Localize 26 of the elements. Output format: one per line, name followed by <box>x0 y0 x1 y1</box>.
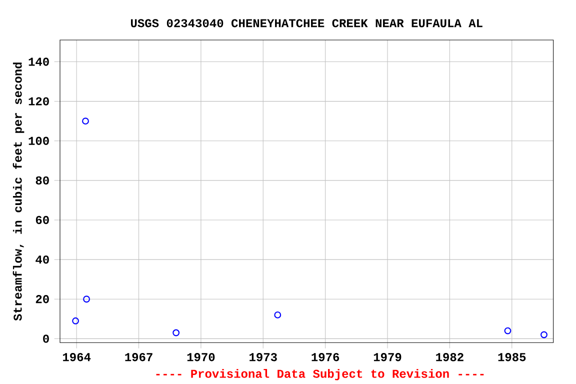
x-tick-label: 1976 <box>312 353 340 362</box>
point <box>274 311 282 318</box>
y-axis-title: Streamflow, in cubic feet per second <box>12 62 24 321</box>
point <box>504 327 512 334</box>
chart-title: USGS 02343040 CHENEYHATCHEE CREEK NEAR EUFAULA AL <box>130 19 482 28</box>
y-tick-label: 40 <box>36 255 49 264</box>
x-tick-label: 1982 <box>436 353 464 362</box>
x-tick-label: 1970 <box>187 353 215 362</box>
x-tick-label: 1985 <box>498 353 526 362</box>
point <box>82 118 89 125</box>
x-tick-label: 1973 <box>250 353 277 362</box>
point <box>540 331 548 338</box>
y-tick-label: 100 <box>28 136 49 145</box>
y-tick-label: 60 <box>36 216 49 224</box>
x-tick-label: 1967 <box>125 353 152 362</box>
y-tick-label: 0 <box>43 334 49 343</box>
point <box>83 296 90 303</box>
y-tick-label: 140 <box>28 58 49 66</box>
y-tick-label: 20 <box>36 295 49 304</box>
y-tick-label: 120 <box>28 97 49 106</box>
text: ---- Provisional Data Subject to Revision ---- <box>156 369 484 380</box>
point <box>172 329 180 336</box>
point <box>72 317 80 324</box>
x-tick-label: 1979 <box>374 353 402 362</box>
y-tick-label: 80 <box>36 176 49 185</box>
x-tick-label: 1964 <box>63 353 91 362</box>
